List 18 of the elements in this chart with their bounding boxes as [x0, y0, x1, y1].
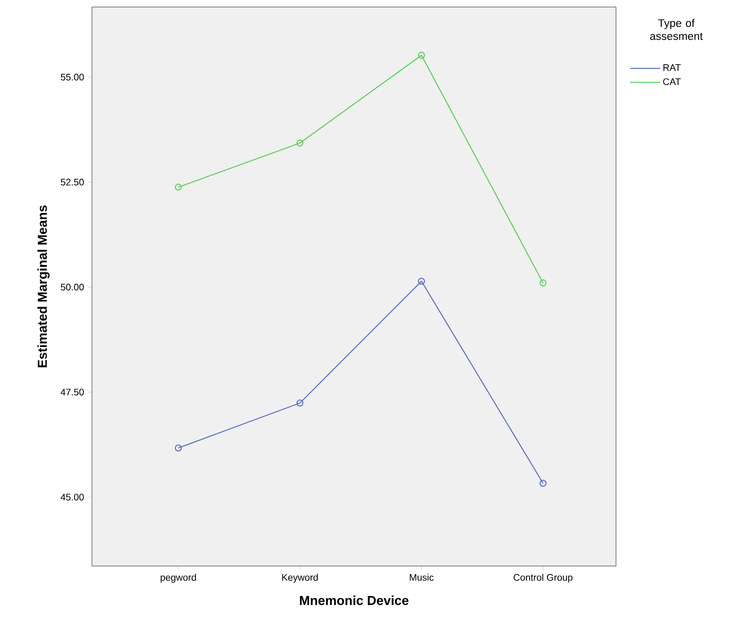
- x-tick-label: Music: [410, 574, 434, 581]
- x-tick-label: pegword: [160, 574, 196, 583]
- y-axis-title: Estimated Marginal Means: [37, 205, 50, 368]
- point: [418, 52, 425, 59]
- y-tick-label: 45.00: [60, 494, 84, 500]
- y-tick-label: 52.50: [60, 178, 84, 186]
- y-tick-label: 50.00: [60, 284, 84, 290]
- legend-label: CAT: [663, 78, 681, 86]
- x-axis-title: Mnemonic Device: [300, 596, 408, 606]
- x-tick-label: Control Group: [514, 574, 572, 583]
- point: [296, 400, 304, 407]
- y-tick-label: 47.50: [60, 388, 84, 396]
- y-tick-label: 55.00: [60, 74, 84, 80]
- point: [296, 140, 304, 147]
- legend-label: RAT: [663, 64, 681, 71]
- point: [418, 278, 425, 285]
- x-tick-label: Keyword: [282, 574, 318, 583]
- legend-title: Type of assesment: [650, 18, 703, 40]
